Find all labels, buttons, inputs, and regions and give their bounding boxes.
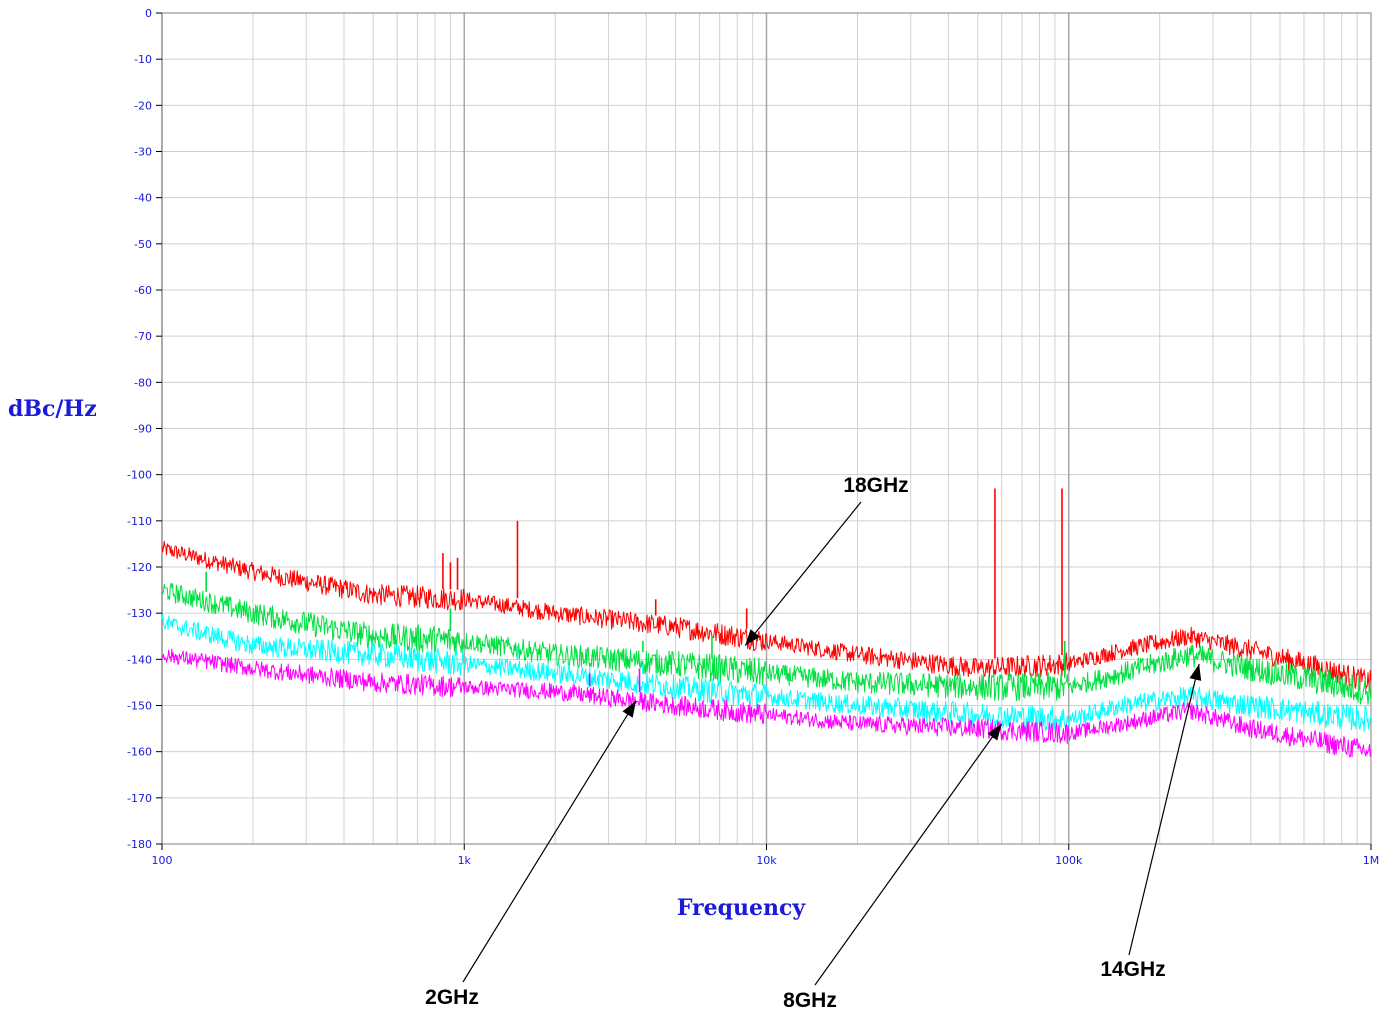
x-tick-label: 1k	[458, 854, 472, 867]
y-tick-label: 0	[145, 7, 152, 20]
annotation-arrowhead	[1189, 664, 1202, 681]
annotation-label: 18GHz	[843, 474, 908, 497]
x-tick-label: 1M	[1363, 854, 1380, 867]
annotation-arrowhead	[987, 724, 1002, 741]
y-tick-label: -170	[127, 792, 152, 805]
annotation-arrow	[814, 723, 1003, 986]
y-tick-label: -80	[134, 376, 152, 389]
y-tick-label: -10	[134, 53, 152, 66]
y-tick-label: -120	[127, 561, 152, 574]
y-tick-label: -60	[134, 284, 152, 297]
x-axis-ticks: 100 1k 10k 100k 1M	[152, 844, 1380, 867]
y-tick-label: -150	[127, 700, 152, 713]
annotations: 18GHz 2GHz 8GHz 14GHz	[425, 474, 1202, 1012]
series-line-4	[161, 648, 1372, 758]
y-tick-label: -20	[134, 99, 152, 112]
y-tick-label: -160	[127, 746, 152, 759]
series-line-2	[161, 582, 1372, 705]
x-tick-label: 100k	[1055, 854, 1083, 867]
annotation-arrowhead	[745, 629, 760, 646]
annotation-arrow	[462, 700, 637, 983]
annotation-label: 2GHz	[425, 986, 479, 1009]
series-group	[161, 488, 1372, 758]
y-tick-label: -30	[134, 146, 152, 159]
annotation-arrow	[744, 501, 862, 646]
x-axis-label: Frequency	[677, 895, 807, 921]
series-line-1	[161, 540, 1372, 691]
y-tick-label: -130	[127, 607, 152, 620]
y-tick-label: -40	[134, 192, 152, 205]
annotation-arrow	[1128, 663, 1200, 956]
y-tick-label: -70	[134, 330, 152, 343]
grid	[161, 12, 1371, 845]
x-tick-label: 100	[152, 854, 173, 867]
y-tick-label: -140	[127, 653, 152, 666]
annotation-label: 14GHz	[1100, 958, 1165, 981]
series-line-3	[161, 614, 1372, 733]
annotation-label: 8GHz	[783, 989, 837, 1012]
y-axis-label: dBc/Hz	[8, 396, 97, 422]
y-tick-label: -180	[127, 838, 152, 851]
y-tick-label: -50	[134, 238, 152, 251]
y-tick-label: -110	[127, 515, 152, 528]
y-tick-label: -90	[134, 423, 152, 436]
annotation-arrowhead	[622, 700, 636, 718]
x-tick-label: 10k	[756, 854, 777, 867]
y-axis-ticks: 0 -10 -20 -30 -40 -50 -60 -70 -80 -90 -100 -110 -120…	[127, 7, 162, 851]
y-tick-label: -100	[127, 469, 152, 482]
